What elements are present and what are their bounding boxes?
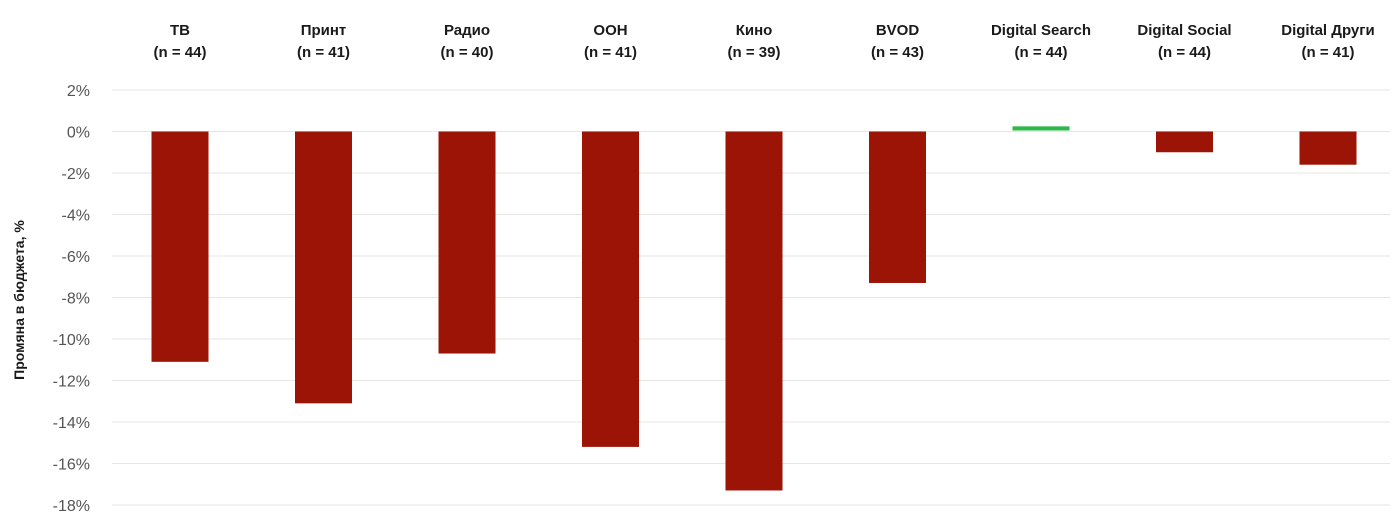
y-axis-title: Промяна в бюджета, % — [11, 220, 27, 380]
category-sample-size: (n = 44) — [154, 44, 207, 61]
bar — [869, 131, 926, 283]
category-sample-size: (n = 44) — [1158, 44, 1211, 61]
category-label: Digital Други — [1281, 22, 1374, 39]
y-tick-label: 2% — [67, 83, 90, 100]
category-label: ТВ — [170, 22, 190, 39]
y-tick-label: -2% — [62, 166, 90, 183]
category-sample-size: (n = 40) — [441, 44, 494, 61]
category-label: Принт — [301, 22, 347, 39]
bar — [1156, 131, 1213, 153]
y-tick-label: -8% — [62, 291, 90, 308]
category-sample-size: (n = 41) — [1302, 44, 1355, 61]
bar — [725, 131, 783, 491]
bar — [151, 131, 209, 362]
bar — [438, 131, 496, 354]
y-tick-label: -12% — [53, 374, 90, 391]
category-sample-size: (n = 44) — [1015, 44, 1068, 61]
category-labels: ТВ (n = 44) Принт (n = 41) Радио (n = 40) OOH (… — [154, 22, 1375, 61]
y-tick-label: -6% — [62, 249, 90, 266]
category-label: Радио — [444, 22, 490, 39]
category-sample-size: (n = 43) — [871, 44, 924, 61]
y-tick-label: -18% — [53, 498, 90, 515]
category-label: Digital Social — [1137, 22, 1231, 39]
y-tick-label: -14% — [53, 415, 90, 432]
category-label: BVOD — [876, 22, 920, 39]
y-axis-ticks: 2% 0% -2% -4% -6% -8% -10% -12% -14% -16% -18% — [53, 83, 90, 515]
category-sample-size: (n = 41) — [297, 44, 350, 61]
bar — [1012, 126, 1070, 131]
bars — [151, 126, 1357, 491]
category-label: Digital Search — [991, 22, 1091, 39]
category-label: OOH — [593, 22, 627, 39]
bar — [1299, 131, 1357, 165]
category-sample-size: (n = 39) — [728, 44, 781, 61]
category-sample-size: (n = 41) — [584, 44, 637, 61]
y-tick-label: -16% — [53, 457, 90, 474]
y-tick-label: -4% — [62, 208, 90, 225]
bar — [582, 131, 639, 447]
bar — [295, 131, 352, 404]
y-tick-label: -10% — [53, 332, 90, 349]
category-label: Кино — [736, 22, 773, 39]
y-tick-label: 0% — [67, 125, 90, 142]
